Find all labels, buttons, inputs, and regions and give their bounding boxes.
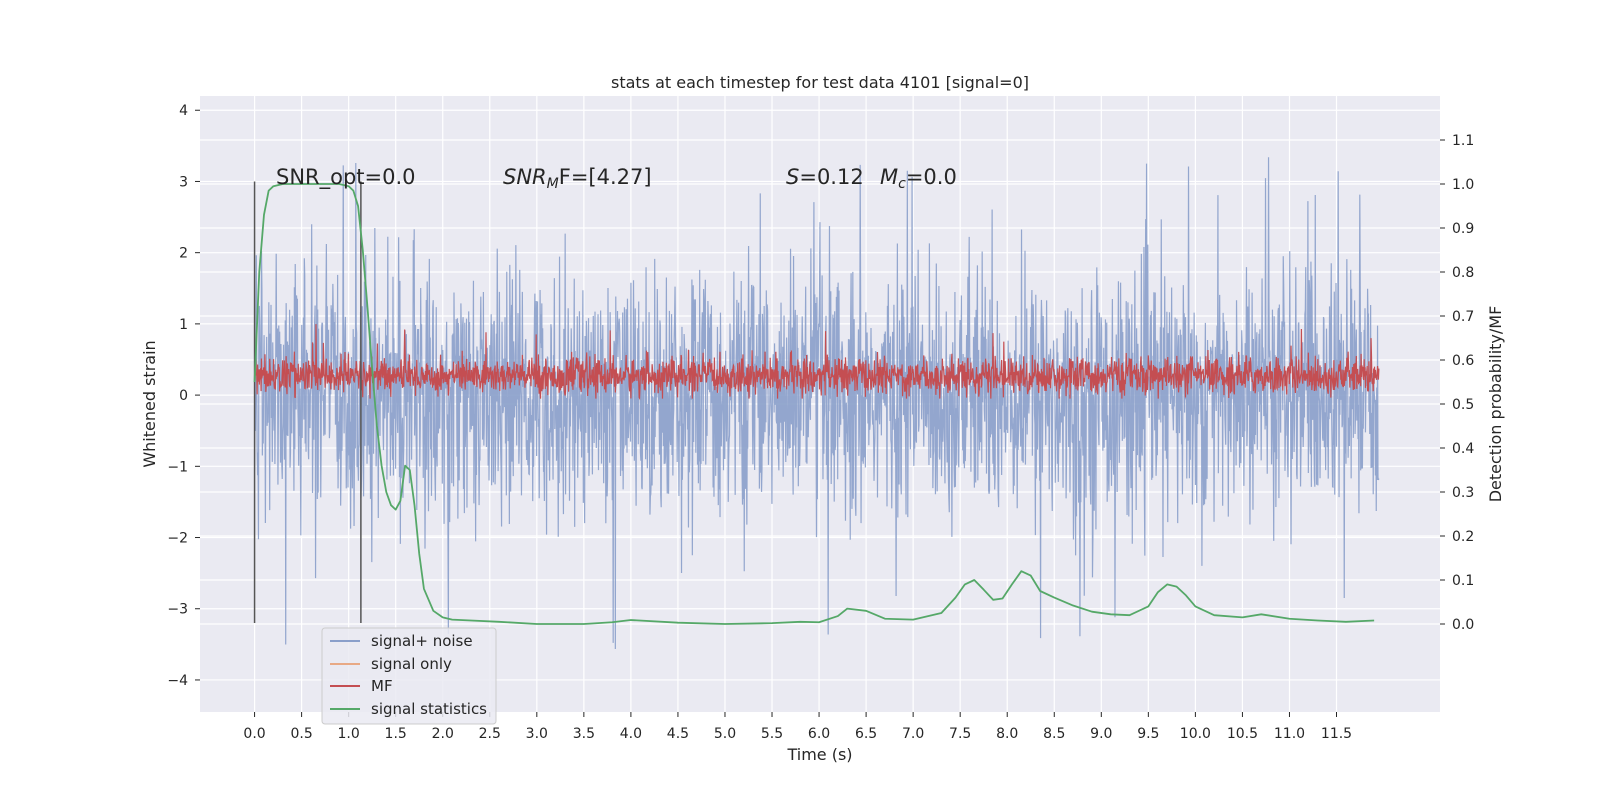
x-tick-label: 3.0	[526, 726, 548, 742]
y-right-tick-label: 0.7	[1452, 309, 1474, 325]
x-tick-label: 6.0	[808, 726, 830, 742]
x-tick-label: 1.0	[338, 726, 360, 742]
x-tick-label: 1.5	[385, 726, 407, 742]
x-tick-label: 11.5	[1321, 726, 1352, 742]
x-tick-label: 4.0	[620, 726, 642, 742]
x-tick-label: 2.0	[432, 726, 454, 742]
legend-label-signal-only: signal only	[371, 655, 452, 673]
y-right-tick-label: 1.1	[1452, 133, 1474, 149]
y-left-tick-label: −3	[167, 602, 188, 618]
mf-series	[253, 324, 1380, 401]
x-axis-label: Time (s)	[786, 745, 852, 764]
y-left-tick-label: −4	[167, 673, 188, 689]
x-axis-ticks: 0.0 0.5 1.0 1.5 2.0 2.5 3.0 3.5 4.0 4.5 5.0 5.5 6.0 6…	[243, 712, 1352, 742]
x-tick-label: 0.5	[290, 726, 312, 742]
annotation-snr-mf: SNRMF=[4.27]	[503, 165, 652, 192]
y-right-tick-label: 0.5	[1452, 397, 1474, 413]
x-tick-label: 7.5	[949, 726, 971, 742]
x-tick-label: 10.0	[1180, 726, 1211, 742]
x-tick-label: 0.0	[243, 726, 265, 742]
annotation-s: S=0.12	[786, 165, 864, 189]
y-left-tick-label: −2	[167, 531, 188, 547]
mf-line	[253, 324, 1380, 401]
x-tick-label: 6.5	[855, 726, 877, 742]
y-right-tick-label: 0.4	[1452, 441, 1474, 457]
x-tick-label: 2.5	[479, 726, 501, 742]
window-lines	[253, 181, 362, 623]
s-value: =0.12	[799, 165, 863, 189]
y-right-tick-label: 0.9	[1452, 221, 1474, 237]
legend: signal+ noise signal only MF signal stat…	[321, 627, 497, 725]
legend-box	[321, 627, 497, 725]
annotation-snr-opt: SNR_opt=0.0	[276, 165, 416, 190]
legend-label-mf: MF	[371, 677, 393, 695]
left-axis-ticks: 4 3 2 1 0 −1 −2 −3 −4	[167, 103, 200, 689]
right-axis-label: Detection probability/MF	[1486, 306, 1505, 503]
signal-statistics-line	[253, 183, 1375, 625]
y-right-tick-label: 1.0	[1452, 177, 1474, 193]
right-axis-ticks: 1.1 1.0 0.9 0.8 0.7 0.6 0.5 0.4 0.3 0.2 0.1 0.0	[1440, 133, 1474, 633]
y-left-tick-label: −1	[167, 459, 188, 475]
y-left-tick-label: 3	[179, 174, 188, 190]
left-axis-label: Whitened strain	[140, 340, 159, 467]
x-tick-label: 5.0	[714, 726, 736, 742]
mc-label: M	[880, 165, 898, 189]
y-left-tick-label: 2	[179, 246, 188, 262]
x-tick-label: 10.5	[1227, 726, 1258, 742]
snr-mf-label: SNR	[503, 165, 547, 189]
x-tick-label: 7.0	[902, 726, 924, 742]
y-left-tick-label: 1	[179, 317, 188, 333]
s-label: S	[786, 165, 799, 189]
y-right-tick-label: 0.3	[1452, 485, 1474, 501]
x-tick-label: 8.5	[1043, 726, 1065, 742]
x-tick-label: 4.5	[667, 726, 689, 742]
y-right-tick-label: 0.0	[1452, 617, 1474, 633]
legend-label-signal-noise: signal+ noise	[371, 632, 473, 650]
x-tick-label: 3.5	[573, 726, 595, 742]
x-tick-label: 9.0	[1090, 726, 1112, 742]
x-tick-label: 8.0	[996, 726, 1018, 742]
chart-title: stats at each timestep for test data 410…	[611, 73, 1029, 92]
y-right-tick-label: 0.1	[1452, 573, 1474, 589]
legend-label-signal-statistics: signal statistics	[371, 700, 487, 718]
mc-sub: c	[898, 176, 906, 192]
x-tick-label: 11.0	[1274, 726, 1305, 742]
x-tick-label: 5.5	[761, 726, 783, 742]
snr-mf-rest: F=[4.27]	[559, 165, 652, 189]
y-left-tick-label: 4	[179, 103, 188, 119]
y-right-tick-label: 0.6	[1452, 353, 1474, 369]
snr-mf-sub: M	[547, 176, 559, 192]
signal-statistics-series	[253, 183, 1375, 625]
mc-value: =0.0	[906, 165, 957, 189]
y-right-tick-label: 0.2	[1452, 529, 1474, 545]
y-right-tick-label: 0.8	[1452, 265, 1474, 281]
annotation-mc: Mc=0.0	[880, 165, 957, 192]
x-tick-label: 9.5	[1137, 726, 1159, 742]
y-left-tick-label: 0	[179, 388, 188, 404]
